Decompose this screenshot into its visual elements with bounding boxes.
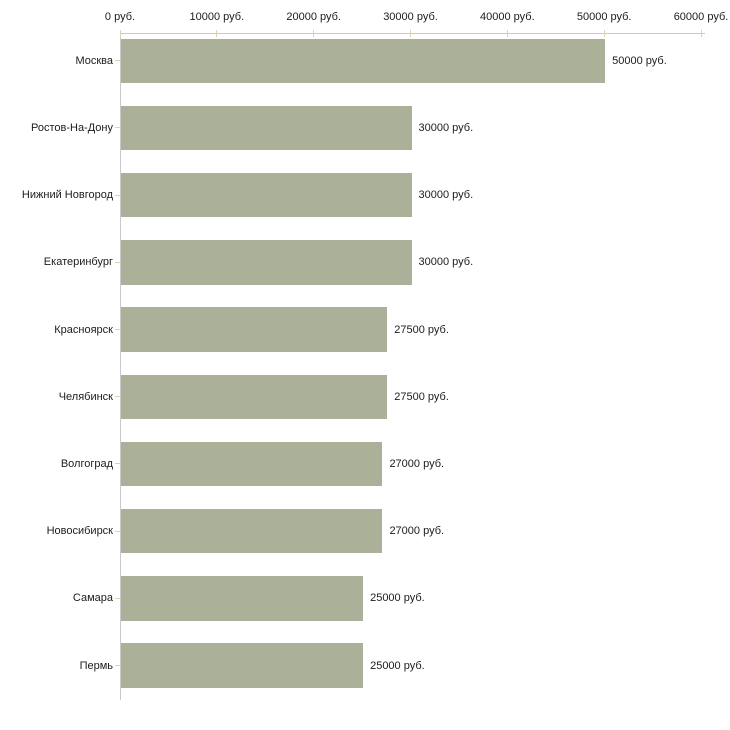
bar-0: [121, 38, 606, 83]
x-axis-tick: [603, 30, 605, 37]
x-axis-tick-label: 20000 руб.: [286, 11, 341, 23]
category-label: Новосибирск: [46, 525, 113, 538]
y-axis-tick: [115, 329, 120, 331]
x-axis-tick: [410, 30, 411, 37]
bar-2: [121, 172, 412, 218]
x-axis-tick: [119, 30, 121, 37]
value-label: 27000 руб.: [389, 457, 445, 470]
category-label: Ростов-На-Дону: [30, 121, 113, 134]
x-axis-tick-label: 60000 руб.: [673, 11, 729, 23]
y-axis-tick: [115, 261, 120, 263]
x-axis-tick: [313, 30, 315, 37]
x-axis-tick-label: 0 руб.: [104, 11, 136, 23]
category-label: Пермь: [79, 659, 113, 672]
bar-5: [121, 374, 388, 419]
category-label: Самара: [72, 592, 113, 605]
bar-1: [121, 105, 412, 151]
y-axis-tick: [115, 396, 120, 398]
y-axis-tick: [115, 665, 120, 667]
bar-8: [121, 576, 364, 621]
value-label: 25000 руб.: [370, 592, 425, 605]
y-axis-tick: [115, 60, 120, 62]
y-axis-tick: [115, 530, 120, 532]
x-axis-tick-label: 10000 руб.: [189, 11, 245, 23]
value-label: 27000 руб.: [389, 525, 445, 538]
bar-4: [121, 307, 388, 352]
x-axis-line: [120, 33, 705, 34]
x-axis-tick: [506, 30, 508, 37]
bar-7: [121, 508, 383, 554]
bar-3: [121, 240, 412, 285]
value-label: 27500 руб.: [394, 323, 449, 336]
x-axis-tick: [216, 30, 218, 37]
value-label: 30000 руб.: [418, 256, 474, 269]
category-label: Екатеринбург: [43, 256, 113, 269]
x-axis-tick: [700, 30, 702, 37]
category-label: Красноярск: [54, 323, 113, 336]
value-label: 50000 руб.: [612, 54, 667, 67]
y-axis-tick: [115, 194, 120, 196]
category-label: Нижний Новгород: [21, 189, 113, 202]
x-axis-tick-label: 30000 руб.: [383, 11, 438, 23]
x-axis-tick-label: 50000 руб.: [576, 11, 632, 23]
y-axis-line: [120, 33, 121, 700]
category-label: Челябинск: [58, 390, 113, 403]
category-label: Москва: [75, 54, 113, 67]
x-axis-tick-label: 40000 руб.: [480, 11, 535, 23]
value-label: 27500 руб.: [394, 390, 449, 403]
bar-9: [121, 643, 364, 688]
y-axis-tick: [115, 463, 120, 465]
y-axis-tick: [115, 127, 120, 129]
value-label: 30000 руб.: [418, 189, 474, 202]
value-label: 30000 руб.: [418, 121, 474, 134]
bar-6: [121, 441, 383, 487]
y-axis-tick: [115, 597, 120, 599]
category-label: Волгоград: [60, 457, 113, 470]
value-label: 25000 руб.: [370, 659, 425, 672]
